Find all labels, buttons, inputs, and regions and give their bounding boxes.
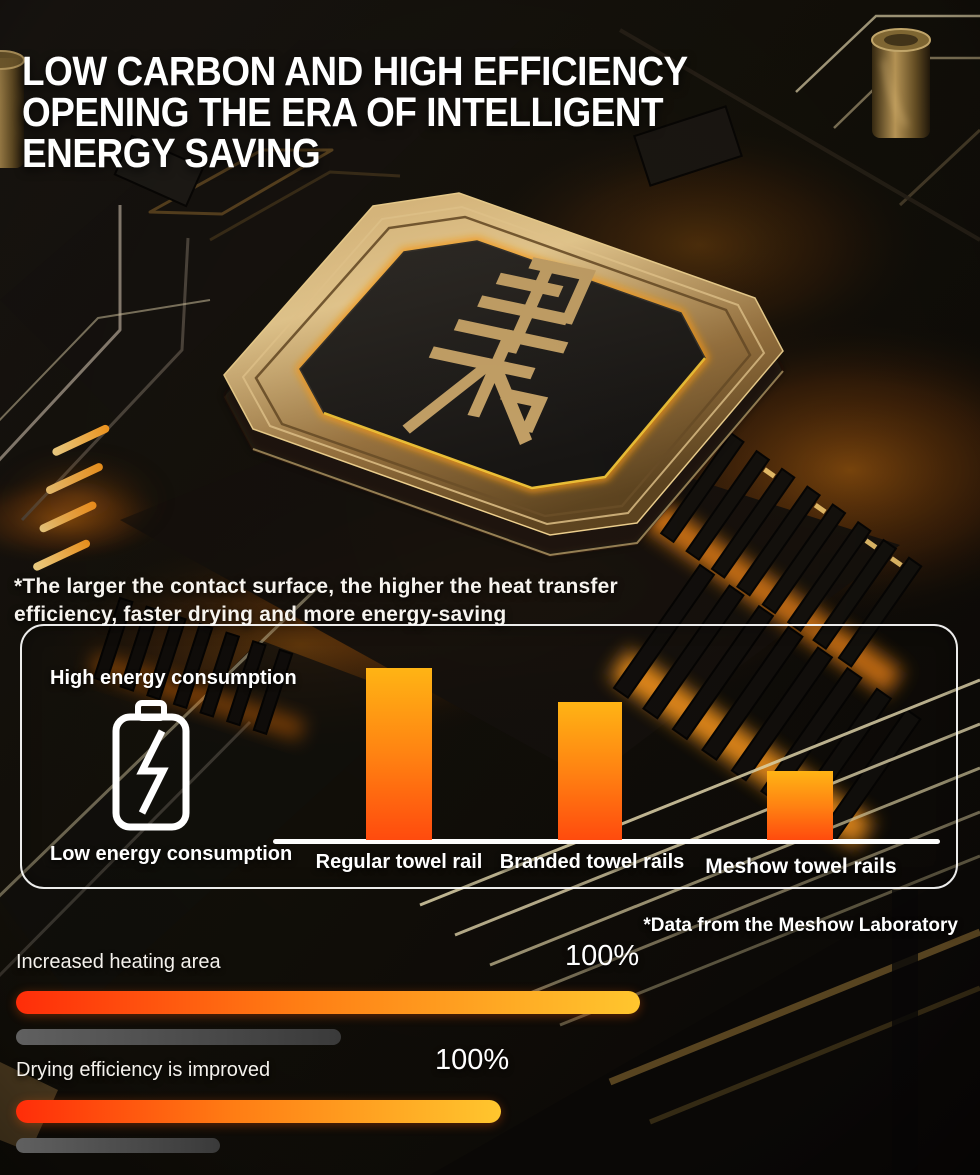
progress-value-drying-efficiency: 100% <box>435 1044 510 1076</box>
lightning-bolt-icon <box>136 729 169 815</box>
energy-bar <box>366 668 432 840</box>
progress-fill <box>16 991 640 1014</box>
progress-label-drying-efficiency: Drying efficiency is improved <box>16 1059 271 1081</box>
contact-surface-footnote: *The larger the contact surface, the hig… <box>14 575 618 626</box>
high-energy-label: High energy consumption <box>50 667 297 689</box>
chart-baseline <box>273 839 940 844</box>
battery-icon <box>111 699 191 836</box>
energy-bar <box>767 771 833 840</box>
data-source-note: *Data from the Meshow Laboratory <box>643 915 958 936</box>
bar-label-regular: Regular towel rail <box>315 851 483 873</box>
energy-chart-panel <box>20 624 958 889</box>
bar-label-branded: Branded towel rails <box>499 851 685 873</box>
progress-track <box>16 1029 341 1045</box>
low-energy-label: Low energy consumption <box>50 843 293 865</box>
progress-value-heating-area: 100% <box>565 940 640 972</box>
progress-track <box>16 1138 220 1153</box>
energy-bar <box>558 702 622 840</box>
bar-label-meshow: Meshow towel rails <box>705 855 897 878</box>
progress-label-heating-area: Increased heating area <box>16 951 221 973</box>
page-title: LOW CARBON AND HIGH EFFICIENCY OPENING T… <box>22 48 688 177</box>
progress-fill <box>16 1100 501 1123</box>
